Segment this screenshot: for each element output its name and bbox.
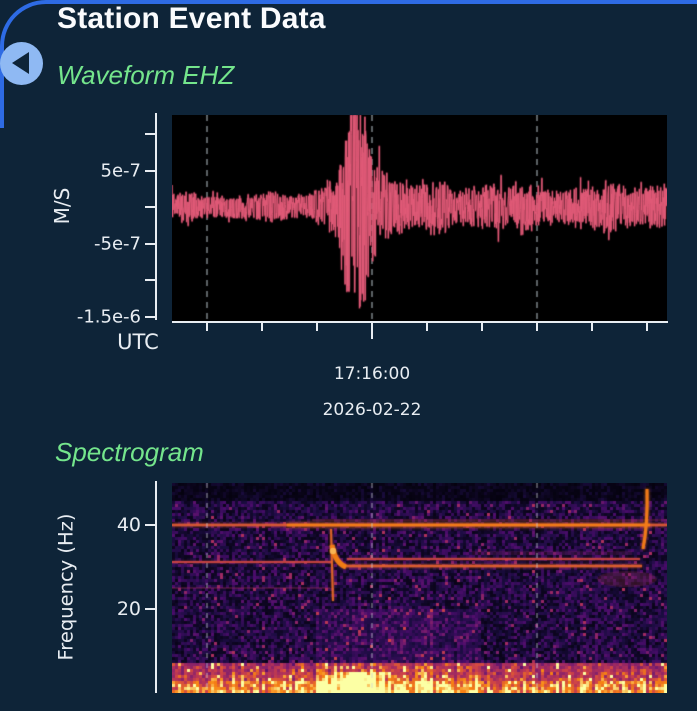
waveform-time-tick-label: 17:16:00 (333, 364, 411, 384)
waveform-x-tick (646, 322, 648, 331)
waveform-y-tick (145, 315, 156, 318)
spectrogram-y-tick-label: 20 (116, 598, 141, 620)
spectrogram-section-label: Spectrogram (55, 437, 204, 467)
waveform-y-tick (145, 206, 156, 208)
waveform-section-label: Waveform EHZ (57, 60, 235, 90)
page-title: Station Event Data (57, 2, 326, 35)
waveform-x-tick (536, 322, 538, 331)
waveform-x-tick (261, 322, 263, 331)
spectrogram-y-axis (155, 481, 157, 693)
waveform-y-tick-label: 5e-7 (100, 160, 141, 181)
waveform-date-tick-label: 2026-02-22 (322, 400, 422, 420)
waveform-y-tick-label: -1.5e-6 (76, 306, 141, 327)
waveform-x-tick (591, 322, 593, 331)
waveform-y-tick (145, 133, 156, 135)
spectrogram-y-tick (145, 608, 156, 610)
waveform-y-axis (155, 113, 157, 320)
back-button[interactable] (0, 42, 43, 85)
waveform-y-tick-label: -5e-7 (94, 233, 141, 254)
waveform-y-tick (145, 242, 156, 245)
waveform-x-tick (426, 322, 428, 331)
spectrogram-plot (172, 483, 667, 693)
waveform-x-tick (316, 322, 318, 331)
waveform-y-axis-label: M/S (50, 187, 74, 225)
waveform-y-tick (145, 279, 156, 281)
waveform-x-tick (481, 322, 483, 331)
waveform-x-axis (172, 321, 668, 323)
waveform-x-tick (206, 322, 208, 331)
chevron-left-icon (12, 52, 29, 74)
waveform-y-tick (145, 169, 156, 172)
waveform-x-axis-label: UTC (117, 330, 159, 354)
spectrogram-y-axis-label: Frequency (Hz) (54, 513, 78, 661)
spectrogram-y-tick (145, 524, 156, 526)
spectrogram-y-tick-label: 40 (116, 514, 141, 536)
waveform-plot (172, 115, 667, 322)
waveform-x-tick (371, 322, 373, 339)
